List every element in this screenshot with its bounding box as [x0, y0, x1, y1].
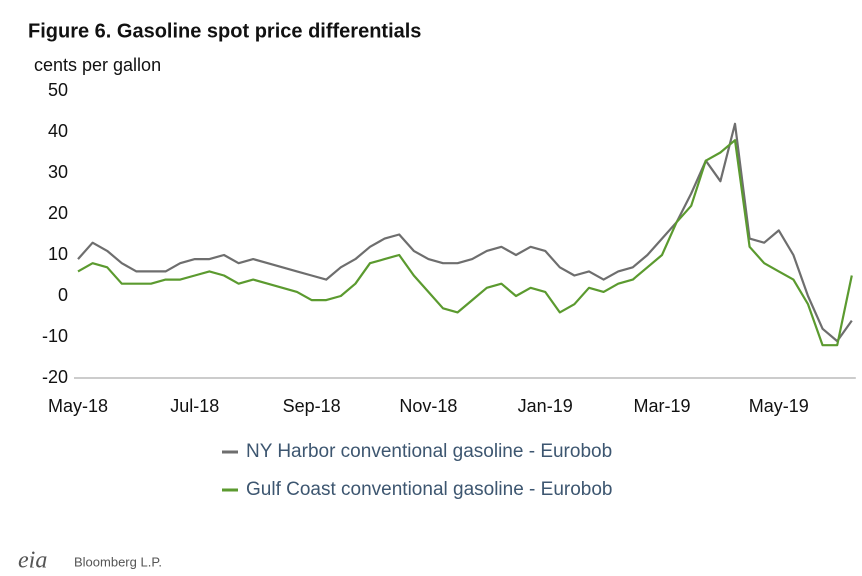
x-tick-label: Nov-18 — [399, 396, 457, 416]
source: Bloomberg L.P. — [74, 554, 162, 569]
y-tick-label: 30 — [48, 162, 68, 182]
x-tick-label: May-18 — [48, 396, 108, 416]
y-tick-label: -20 — [42, 367, 68, 387]
y-axis-label: cents per gallon — [34, 55, 161, 75]
y-tick-label: 50 — [48, 80, 68, 100]
legend-label: Gulf Coast conventional gasoline - Eurob… — [246, 479, 613, 500]
series-line — [77, 139, 853, 347]
x-tick-label: Jan-19 — [518, 396, 573, 416]
y-tick-label: -10 — [42, 326, 68, 346]
y-tick-label: 0 — [58, 285, 68, 305]
y-tick-label: 40 — [48, 121, 68, 141]
y-tick-label: 10 — [48, 244, 68, 264]
chart-title: Figure 6. Gasoline spot price differenti… — [28, 20, 421, 42]
series-line — [77, 122, 853, 343]
logo: eia — [18, 548, 47, 574]
x-tick-label: Jul-18 — [170, 396, 219, 416]
x-tick-label: Sep-18 — [283, 396, 341, 416]
x-tick-label: Mar-19 — [633, 396, 690, 416]
y-tick-label: 20 — [48, 203, 68, 223]
legend-label: NY Harbor conventional gasoline - Eurobo… — [246, 441, 612, 462]
x-tick-label: May-19 — [749, 396, 809, 416]
